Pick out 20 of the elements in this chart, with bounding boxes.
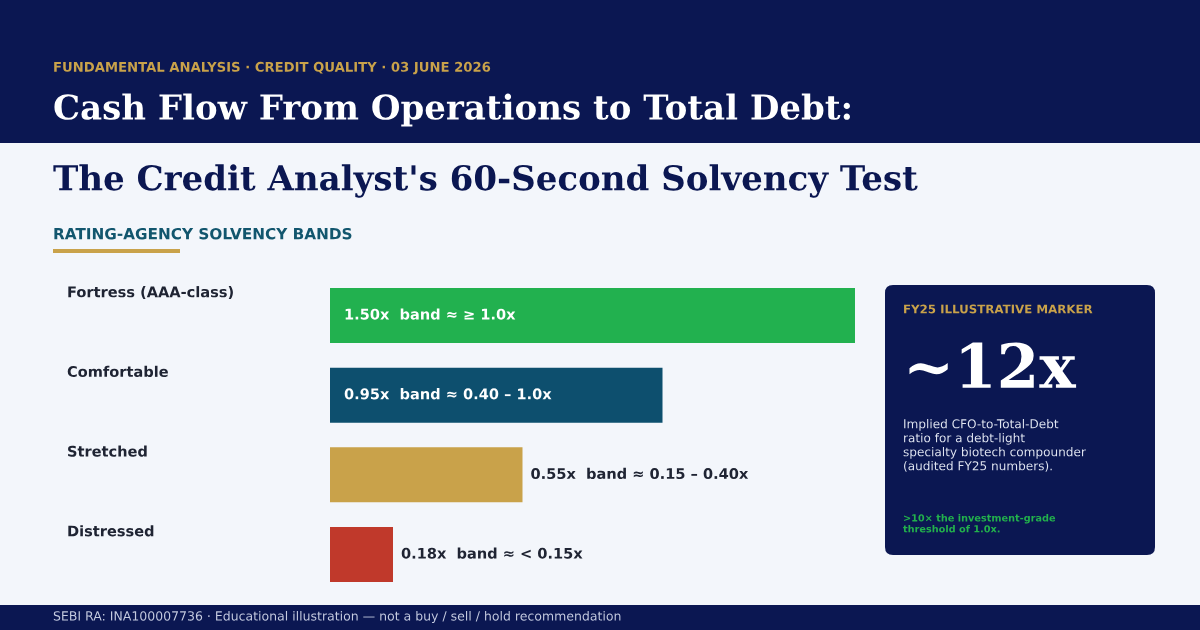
text: SEBI RA: INA100007736 · Educational illustration — not a buy / sell / hold recommendation (53, 610, 621, 624)
data-label: 0.18x band ≈ < 0.15x (401, 547, 583, 559)
data-label: 0.95x band ≈ 0.40 – 1.0x (344, 388, 552, 400)
y-tick-label: Comfortable (67, 365, 168, 378)
chart-title: Cash Flow From Operations to Total Debt: The Credit Analyst's 60-Second Solvency Test (53, 93, 918, 198)
chart-subtitle: FUNDAMENTAL ANALYSIS · CREDIT QUALITY · 03 JUNE 2026 (54, 61, 491, 75)
bar (330, 527, 393, 583)
bar (330, 447, 523, 503)
bar (330, 287, 855, 343)
y-tick-label: Fortress (AAA-class) (68, 286, 233, 300)
data-label: 1.50x band ≈ ≥ 1.0x (345, 308, 516, 320)
text: RATING-AGENCY SOLVENCY BANDS (54, 227, 352, 240)
y-tick-label: Stretched (68, 445, 147, 457)
bar (330, 367, 663, 423)
text: Implied CFO-to-Total-Debt ratio for a debt-light specialty biotech compounder (audited FY25 numbers). (903, 419, 1086, 472)
text: FY25 ILLUSTRATIVE MARKER (904, 304, 1093, 314)
text: ~12x (909, 342, 1077, 388)
text: >10× the investment-grade threshold of 1.0x. (903, 514, 1056, 533)
y-tick-label: Distressed (68, 525, 154, 537)
data-label: 0.55x band ≈ 0.15 – 0.40x (531, 467, 749, 480)
